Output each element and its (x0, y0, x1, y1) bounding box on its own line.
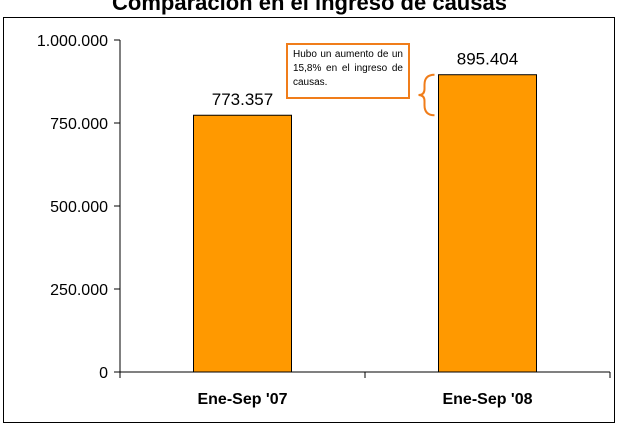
y-tick-label: 750.000 (50, 116, 108, 133)
y-tick-label: 1.000.000 (37, 33, 108, 50)
bar-value-label: 773.357 (212, 90, 273, 109)
x-category-label: Ene-Sep '07 (197, 391, 287, 408)
y-tick-label: 250.000 (50, 282, 108, 299)
annotation-box: Hubo un aumento de un 15,8% en el ingres… (286, 43, 410, 99)
y-tick-label: 0 (99, 365, 108, 382)
increase-brace (418, 73, 435, 117)
chart-title: Comparación en el ingreso de causas (112, 0, 507, 15)
x-category-label: Ene-Sep '08 (442, 391, 532, 408)
bar (438, 74, 537, 373)
bar-value-label: 895.404 (457, 50, 518, 69)
bar (193, 114, 292, 373)
y-tick-label: 500.000 (50, 199, 108, 216)
